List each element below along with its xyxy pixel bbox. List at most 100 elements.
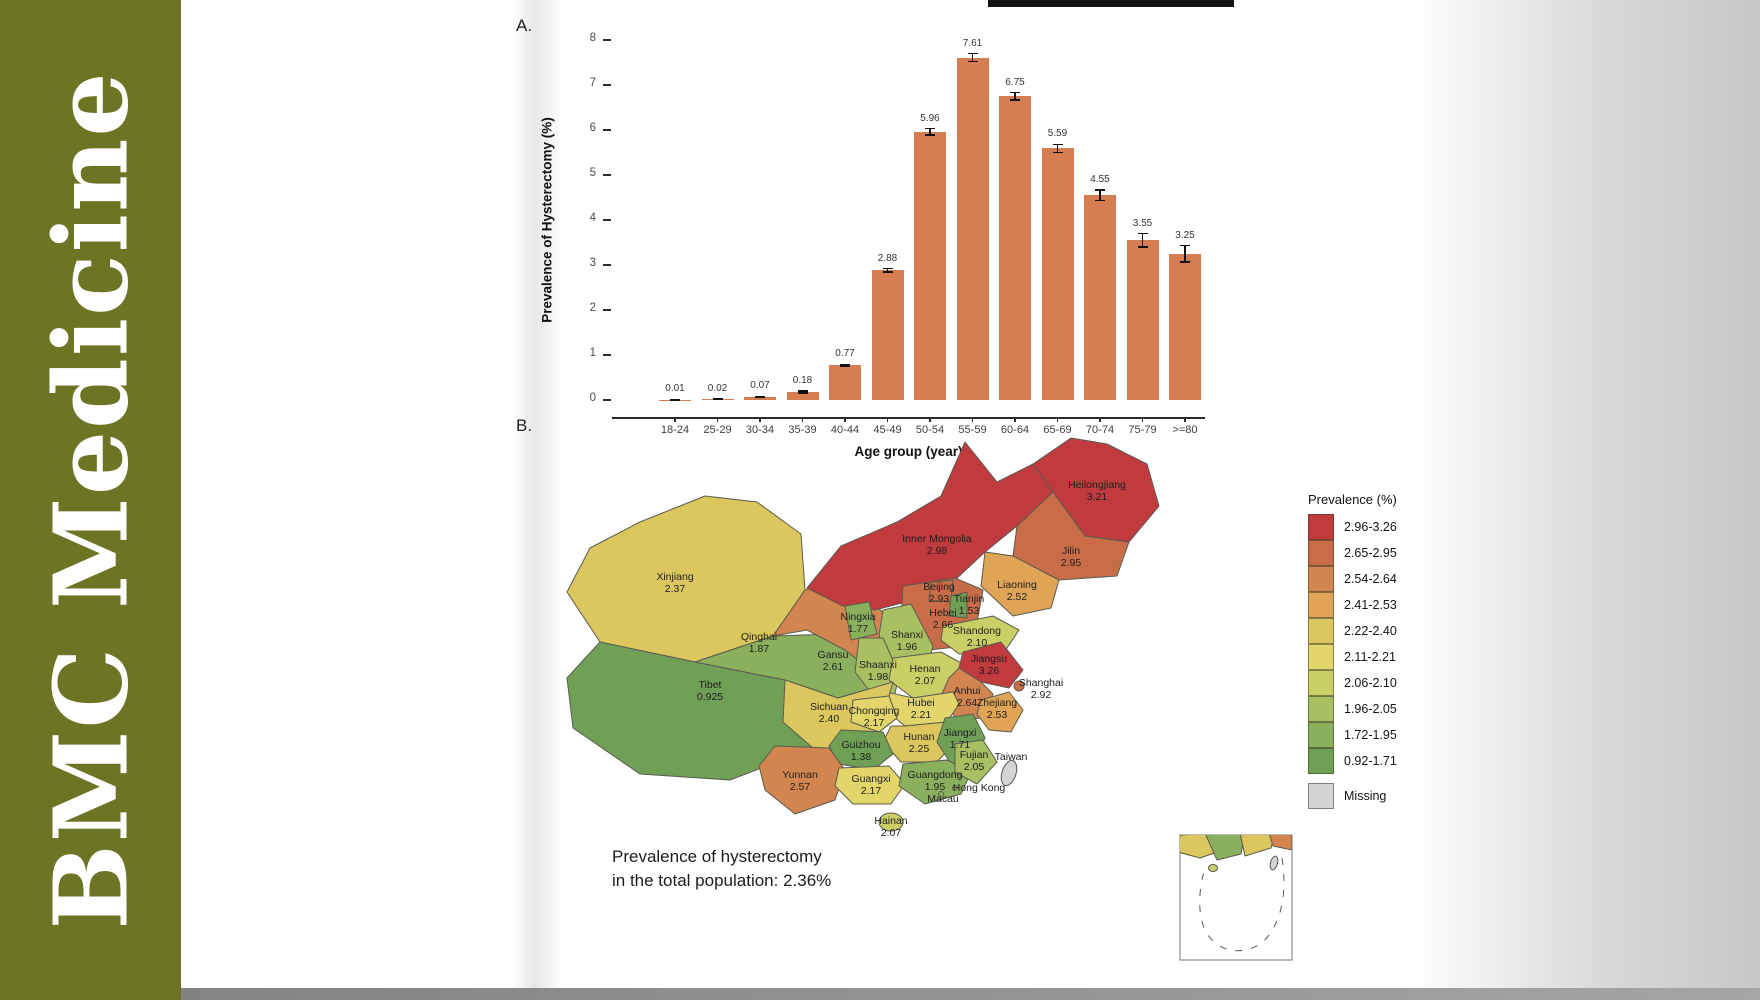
- region-label: Heilongjiang 3.21: [1068, 479, 1126, 503]
- region-shanghai: [1013, 680, 1025, 692]
- region-label: Fujian 2.05: [960, 749, 989, 773]
- note-line-2: in the total population: 2.36%: [612, 871, 832, 890]
- region-ningxia: [844, 601, 878, 641]
- region-label: Ningxia 1.77: [840, 611, 875, 635]
- map-labels: Xinjiang 2.37 Tibet 0.925 Qinghai 1.87 Gansu 2.…: [656, 479, 1126, 839]
- region-tianjin: [948, 591, 968, 619]
- x-tick-mark: [759, 417, 761, 422]
- legend-swatch: [1308, 644, 1334, 670]
- error-bar-line: [844, 364, 846, 367]
- bar: [999, 96, 1031, 400]
- legend-row: Missing: [1308, 783, 1458, 809]
- y-tick-mark: [603, 39, 611, 41]
- region-label: Yunnan 2.57: [782, 769, 818, 793]
- region-label: Qinghai 1.87: [741, 631, 777, 655]
- error-bar-cap-bottom: [670, 398, 680, 401]
- error-bar-cap-top: [755, 395, 765, 398]
- x-tick-mark: [1184, 417, 1186, 422]
- x-tick-mark: [929, 417, 931, 422]
- region-label: Gansu 2.61: [818, 649, 849, 673]
- error-bar-cap-bottom: [925, 134, 935, 136]
- bar-value-label: 0.77: [835, 348, 855, 360]
- bar-value-label: 2.88: [877, 252, 898, 264]
- legend-row: 1.72-1.95: [1308, 722, 1458, 748]
- region-label: Macau: [927, 793, 959, 805]
- legend-row: 2.06-2.10: [1308, 670, 1458, 696]
- error-bar-line: [1099, 189, 1101, 201]
- map-legend: Prevalence (%) 2.96-3.26 2.65-2.95 2.54-2.…: [1308, 492, 1458, 809]
- region-taiwan: [1000, 759, 1018, 787]
- y-tick-mark: [603, 219, 611, 221]
- legend-label: Missing: [1344, 789, 1387, 803]
- bar-value-label: 5.59: [1047, 128, 1068, 140]
- region-label: Liaoning 2.52: [997, 579, 1037, 603]
- region-label: Jilin 2.95: [1061, 545, 1082, 569]
- x-tick-mark: [844, 417, 846, 422]
- error-bar-cap-top: [1052, 143, 1063, 146]
- x-tick-mark: [801, 417, 804, 422]
- region-label: Tianjin 1.53: [954, 593, 985, 617]
- bar: [1041, 148, 1074, 400]
- region-fujian: [954, 739, 998, 785]
- region-guangdong: [898, 759, 972, 805]
- bar-value-label: 5.96: [920, 112, 940, 124]
- legend-row: 2.11-2.21: [1308, 644, 1458, 670]
- legend-row: 2.54-2.64: [1308, 566, 1458, 592]
- error-bar-line: [674, 399, 676, 401]
- y-tick-mark: [603, 129, 611, 131]
- region-guangxi: [834, 765, 906, 805]
- legend-label: 1.72-1.95: [1344, 728, 1397, 742]
- region-yunnan: [758, 745, 846, 815]
- y-tick-label: 2: [589, 302, 596, 314]
- region-label: Henan 2.07: [910, 663, 941, 687]
- legend-label: 1.96-2.05: [1344, 702, 1397, 716]
- bar: [744, 396, 776, 400]
- y-tick-label: 1: [589, 347, 596, 359]
- legend-row: 1.96-2.05: [1308, 696, 1458, 722]
- legend-label: 2.54-2.64: [1344, 572, 1397, 586]
- bar-value-label: 6.75: [1005, 76, 1025, 88]
- region-label: Hebei 2.66: [929, 607, 956, 631]
- error-bar-cap-top: [670, 398, 680, 401]
- legend-swatch: [1308, 748, 1334, 774]
- legend-row: 2.96-3.26: [1308, 514, 1458, 540]
- bar-value-label: 4.55: [1090, 173, 1110, 185]
- legend-swatch: [1308, 618, 1334, 644]
- y-tick-label: 0: [589, 392, 596, 404]
- bar: [914, 131, 946, 400]
- legend-label: 2.41-2.53: [1344, 598, 1397, 612]
- error-bar-line: [971, 53, 974, 62]
- legend-label: 2.96-3.26: [1344, 520, 1397, 534]
- region-label: Hubei 2.21: [907, 697, 934, 721]
- error-bar-cap-bottom: [840, 365, 850, 368]
- bar: [1169, 253, 1201, 400]
- error-bar-line: [886, 268, 889, 273]
- x-tick-mark: [1014, 417, 1016, 422]
- error-bar-cap-bottom: [712, 398, 723, 401]
- panel-a-y-axis-title: Prevalence of Hysterectomy (%): [539, 117, 555, 323]
- region-label: Inner Mongolia 2.98: [902, 533, 972, 557]
- legend-label: 2.11-2.21: [1344, 650, 1396, 664]
- error-bar-line: [1056, 144, 1059, 153]
- bar: [956, 57, 989, 400]
- legend-label: 2.22-2.40: [1344, 624, 1397, 638]
- region-label: Hunan 2.25: [904, 731, 935, 755]
- error-bar-cap-top: [1095, 189, 1105, 191]
- region-label: Hainan 2.07: [874, 815, 907, 839]
- error-bar-cap-bottom: [1052, 151, 1063, 154]
- error-bar-line: [1184, 245, 1186, 262]
- legend-swatch: [1308, 566, 1334, 592]
- error-bar-cap-bottom: [755, 396, 765, 399]
- y-tick-mark: [603, 309, 611, 311]
- x-tick-mark: [971, 417, 974, 422]
- x-tick-mark: [1099, 417, 1101, 422]
- bar: [701, 399, 734, 400]
- panel-a-x-axis-title: Age group (year): [854, 444, 963, 459]
- error-bar-cap-bottom: [967, 60, 978, 63]
- region-label: Guangxi 2.17: [851, 773, 890, 797]
- bar-value-label: 3.55: [1132, 217, 1153, 229]
- legend-swatch: [1308, 514, 1334, 540]
- page-right-shadow: [1408, 0, 1760, 1000]
- region-chongqing: [850, 695, 898, 733]
- bar-value-label: 3.25: [1175, 229, 1195, 241]
